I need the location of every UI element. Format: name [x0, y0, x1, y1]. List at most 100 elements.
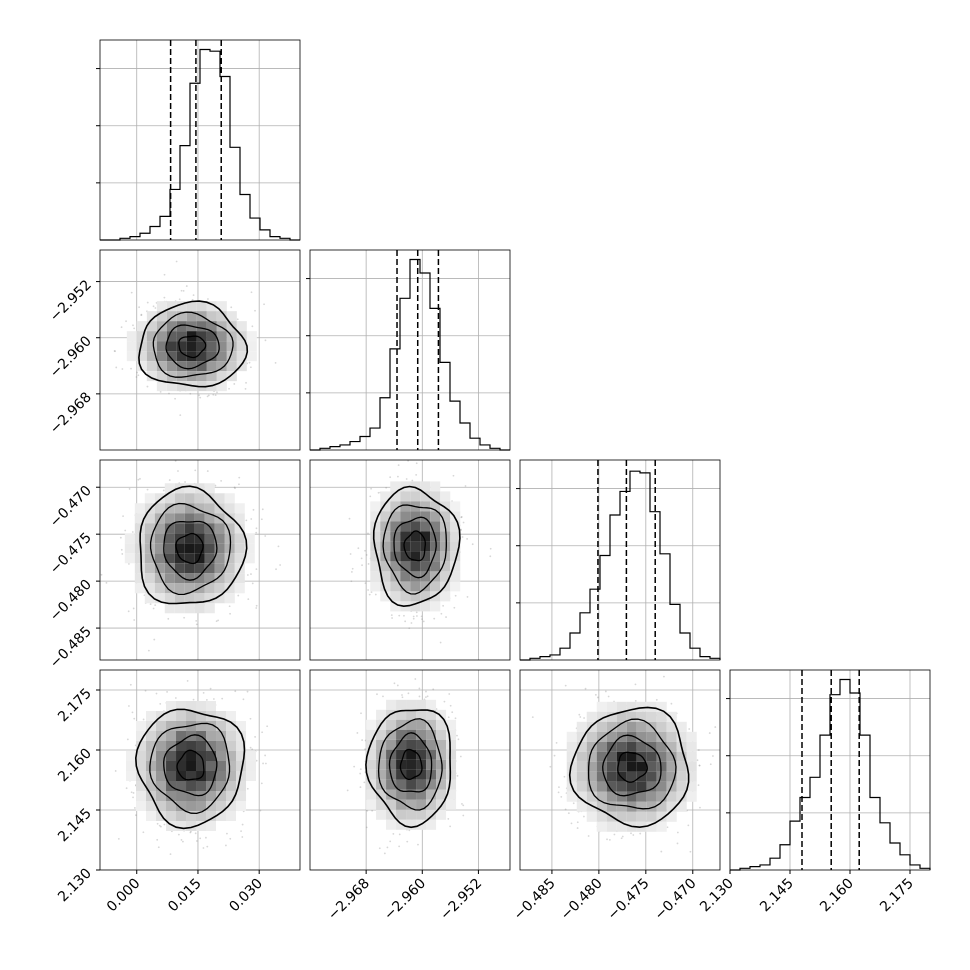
- scatter-point: [418, 695, 421, 698]
- y-tick-label: 2.160: [55, 746, 95, 786]
- density-cell: [576, 741, 587, 752]
- density-cell: [216, 371, 227, 382]
- scatter-point: [563, 775, 566, 778]
- scatter-point: [415, 474, 418, 476]
- density-cell: [656, 761, 667, 772]
- density-cell: [204, 483, 215, 494]
- density-cell: [646, 771, 657, 782]
- density-cell: [204, 603, 215, 614]
- density-cell: [586, 801, 597, 812]
- density-cell: [646, 751, 657, 762]
- density-cell: [656, 751, 667, 762]
- scatter-point: [212, 393, 215, 396]
- density-cell: [596, 721, 607, 732]
- density-cell: [586, 781, 597, 792]
- density-cell: [146, 341, 157, 352]
- scatter-point: [264, 535, 267, 537]
- scatter-point: [604, 690, 607, 693]
- density-cell: [666, 721, 677, 732]
- density-cell: [380, 531, 391, 542]
- density-cell: [616, 811, 627, 822]
- density-cell: [196, 351, 207, 362]
- density-cell: [164, 573, 175, 584]
- density-cell: [246, 761, 257, 771]
- density-cell: [204, 523, 215, 534]
- scatter-point: [178, 298, 181, 301]
- density-cell: [166, 751, 177, 761]
- x-tick-label: −0.480: [558, 876, 606, 924]
- density-cell: [204, 503, 215, 514]
- density-cell: [446, 789, 457, 800]
- scatter-point: [207, 394, 210, 397]
- scatter-point: [159, 825, 162, 828]
- density-cell: [204, 563, 215, 574]
- density-cell: [214, 573, 225, 584]
- scatter-point: [411, 479, 414, 482]
- scatter-point: [393, 682, 396, 685]
- scatter-point: [378, 847, 381, 850]
- density-cell: [656, 701, 667, 712]
- density-cell: [156, 801, 167, 811]
- density-cell: [136, 721, 147, 731]
- scatter-point: [459, 755, 462, 758]
- scatter-point: [655, 698, 658, 701]
- density-cell: [420, 571, 431, 582]
- density-cell: [184, 523, 195, 534]
- scatter-point: [130, 367, 132, 370]
- density-cell: [616, 801, 627, 812]
- pair-panel-3-1: [309, 669, 511, 871]
- density-cell: [226, 771, 237, 781]
- panel-frame: [99, 459, 301, 661]
- density-cell: [636, 731, 647, 742]
- density-cell: [396, 809, 407, 820]
- density-cell: [236, 761, 247, 771]
- density-cell: [196, 771, 207, 781]
- scatter-point: [466, 596, 469, 598]
- density-cell: [236, 361, 247, 372]
- scatter-point: [350, 571, 353, 573]
- scatter-point: [228, 605, 231, 608]
- density-cell: [406, 709, 417, 720]
- density-cell: [440, 501, 451, 512]
- scatter-point: [121, 368, 124, 370]
- density-cell: [146, 331, 157, 342]
- density-cell: [166, 361, 177, 372]
- scatter-point: [389, 476, 392, 479]
- density-cell: [214, 533, 225, 544]
- scatter-point: [254, 309, 256, 312]
- density-cell: [426, 729, 437, 740]
- scatter-point: [100, 573, 103, 576]
- density-cell: [196, 301, 207, 312]
- density-cell: [234, 503, 245, 514]
- scatter-point: [353, 765, 356, 768]
- density-cell: [216, 731, 227, 741]
- density-cell: [226, 761, 237, 771]
- density-cell: [164, 603, 175, 614]
- density-cell: [426, 799, 437, 810]
- density-cell: [386, 699, 397, 710]
- density-cell: [146, 801, 157, 811]
- scatter-point: [255, 607, 258, 609]
- density-cell: [616, 711, 627, 722]
- scatter-point: [426, 695, 429, 698]
- contour-line: [149, 722, 231, 815]
- density-cell: [204, 543, 215, 554]
- density-cell: [204, 583, 215, 594]
- y-tick-label: −0.480: [47, 577, 95, 625]
- scatter-point: [432, 688, 435, 691]
- density-cell: [156, 371, 167, 382]
- contour-line: [372, 485, 461, 608]
- scatter-point: [462, 521, 465, 524]
- density-cell: [144, 503, 155, 514]
- scatter-point: [177, 470, 179, 472]
- density-cell: [216, 741, 227, 751]
- scatter-point: [453, 606, 456, 609]
- density-cell: [586, 751, 597, 762]
- scatter-point: [274, 361, 277, 364]
- density-cell: [236, 341, 247, 352]
- density-cell: [164, 543, 175, 554]
- density-cell: [396, 709, 407, 720]
- density-cell: [420, 601, 431, 612]
- density-cell: [576, 761, 587, 772]
